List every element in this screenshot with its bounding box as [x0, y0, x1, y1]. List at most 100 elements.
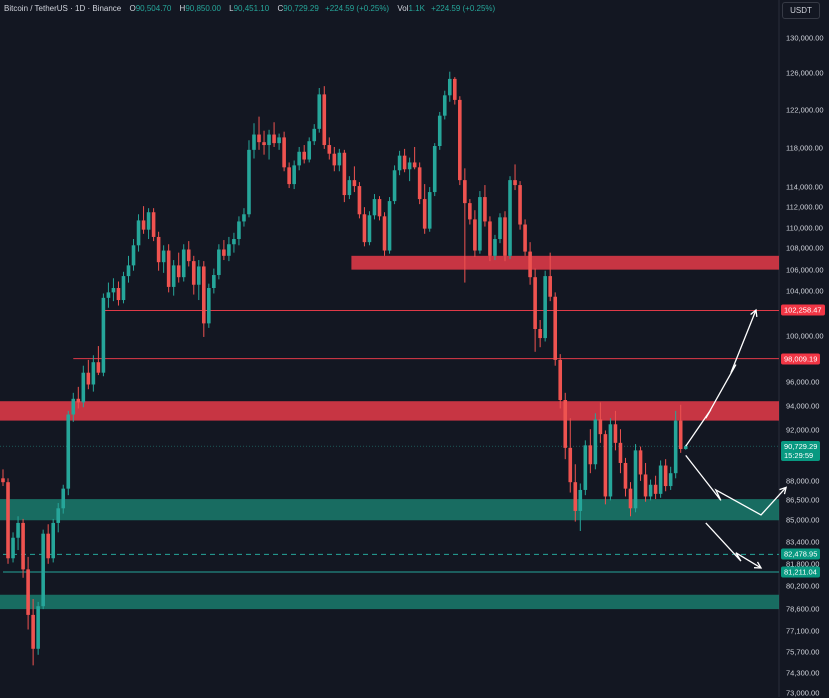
candle-body — [513, 180, 517, 186]
candle-body — [518, 185, 522, 225]
candle-body — [176, 265, 181, 278]
candle-body — [6, 482, 10, 559]
open-value: 90,504.70 — [135, 4, 172, 13]
candle-body — [297, 151, 301, 166]
candle-body — [96, 362, 101, 373]
candle-body — [593, 419, 598, 465]
candle-body — [217, 249, 221, 276]
projection-arrow — [685, 309, 757, 447]
candle-body — [16, 522, 20, 538]
candle-body — [638, 450, 643, 475]
candle-body — [523, 224, 527, 252]
candle-body — [111, 288, 116, 293]
candle-body — [76, 398, 81, 403]
candle-body — [106, 292, 111, 298]
candle-body — [131, 245, 136, 266]
price-badge: 98,009.19 — [781, 353, 821, 365]
price-tick-label: 104,000.00 — [786, 286, 824, 296]
candle-body — [126, 265, 131, 277]
candle-body — [553, 296, 557, 360]
price-badge: 82,478.95 — [781, 548, 821, 560]
candle-body — [181, 249, 186, 278]
symbol-title[interactable]: Bitcoin / TetherUS · 1D · Binance — [4, 4, 122, 13]
candle-body — [372, 199, 377, 216]
price-tick-label: 112,000.00 — [786, 202, 823, 212]
close-label: C — [277, 4, 284, 13]
price-tick-label: 83,400.00 — [786, 537, 820, 547]
candle-body — [166, 250, 171, 287]
candle-body — [191, 261, 196, 285]
candle-body — [302, 151, 306, 160]
price-tick-label: 73,000.00 — [786, 688, 820, 698]
projection-arrow — [705, 522, 762, 569]
currency-button[interactable]: USDT — [782, 2, 820, 19]
candle-body — [473, 219, 477, 251]
candle-body — [573, 482, 578, 511]
projection-arrowhead — [750, 308, 758, 318]
candle-body — [488, 221, 492, 256]
candle-body — [272, 134, 276, 144]
candle-body — [468, 203, 472, 220]
candle-body — [503, 217, 507, 256]
candle-body — [453, 78, 457, 100]
price-badge: 90,729.29 15:29:59 — [781, 441, 821, 462]
candle-body — [618, 442, 623, 463]
price-tick-label: 94,000.00 — [786, 401, 820, 411]
candle-body — [212, 275, 216, 289]
candle-body — [437, 115, 442, 147]
candle-body — [563, 400, 568, 448]
candle-body — [51, 522, 55, 559]
candle-body — [623, 462, 628, 489]
candle-body — [227, 244, 231, 256]
volume-label: Vol — [397, 4, 409, 13]
candle-body — [171, 265, 176, 287]
candle-body — [533, 277, 537, 330]
price-tick-label: 85,000.00 — [786, 515, 820, 525]
candle-body — [116, 288, 121, 301]
candle-body — [322, 94, 327, 146]
candle-body — [412, 162, 417, 168]
candle-body — [493, 239, 497, 256]
candle-body — [1, 478, 5, 483]
resistance-zone — [0, 401, 779, 421]
candle-body — [588, 445, 593, 465]
volume-value: 1.1K — [408, 4, 425, 13]
support-zone — [0, 499, 779, 521]
candle-body — [252, 134, 256, 150]
price-badge: 102,258.47 — [781, 304, 825, 316]
low-value: 90,451.10 — [233, 4, 270, 13]
candle-body — [91, 362, 96, 385]
candle-body — [332, 153, 337, 166]
low-label: L — [229, 4, 234, 13]
candle-body — [543, 276, 547, 339]
candle-body — [26, 569, 30, 615]
candle-body — [21, 522, 25, 570]
price-badge: 81,211.04 — [781, 566, 820, 578]
candle-body — [668, 473, 673, 487]
candle-body — [663, 465, 668, 487]
price-tick-label: 80,200.00 — [786, 581, 820, 591]
candle-body — [66, 414, 71, 489]
candle-body — [31, 614, 35, 649]
candle-body — [282, 137, 286, 168]
price-tick-label: 92,000.00 — [786, 425, 820, 435]
candle-body — [463, 180, 467, 204]
resistance-zone — [351, 255, 779, 270]
candle-body — [186, 249, 191, 262]
close-value: 90,729.29 — [283, 4, 319, 13]
high-value: 90,850.00 — [185, 4, 221, 13]
price-tick-label: 118,000.00 — [786, 143, 823, 153]
candle-body — [653, 484, 658, 494]
high-label: H — [179, 4, 186, 13]
candle-body — [247, 149, 251, 215]
candle-body — [151, 212, 156, 237]
price-tick-label: 108,000.00 — [786, 243, 824, 253]
price-tick-label: 78,600.00 — [786, 604, 820, 614]
candle-body — [222, 249, 226, 256]
price-tick-label: 100,000.00 — [786, 331, 824, 341]
price-tick-label: 114,000.00 — [786, 182, 823, 192]
price-tick-label: 122,000.00 — [786, 105, 824, 115]
candle-body — [237, 221, 241, 240]
